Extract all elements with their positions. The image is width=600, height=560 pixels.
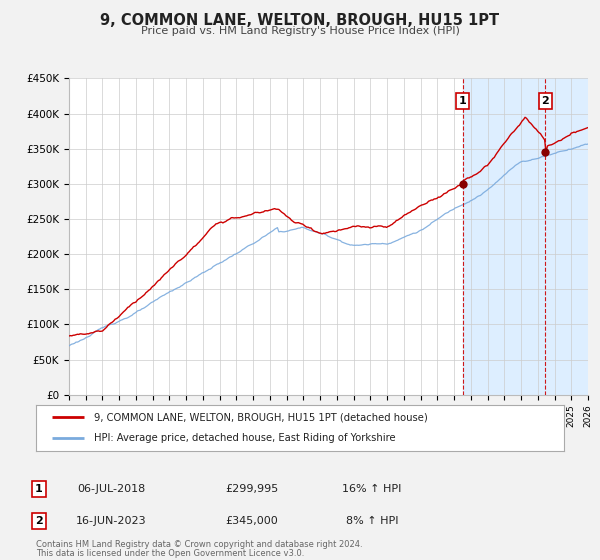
Text: £345,000: £345,000 — [226, 516, 278, 526]
Text: 16% ↑ HPI: 16% ↑ HPI — [343, 484, 401, 494]
Text: 1: 1 — [459, 96, 467, 106]
Text: 1: 1 — [35, 484, 43, 494]
Text: Price paid vs. HM Land Registry's House Price Index (HPI): Price paid vs. HM Land Registry's House … — [140, 26, 460, 36]
Text: 2: 2 — [542, 96, 550, 106]
Text: 06-JUL-2018: 06-JUL-2018 — [77, 484, 145, 494]
Text: £299,995: £299,995 — [226, 484, 278, 494]
Text: Contains HM Land Registry data © Crown copyright and database right 2024.: Contains HM Land Registry data © Crown c… — [36, 540, 362, 549]
Text: 8% ↑ HPI: 8% ↑ HPI — [346, 516, 398, 526]
Text: HPI: Average price, detached house, East Riding of Yorkshire: HPI: Average price, detached house, East… — [94, 433, 396, 444]
Text: 2: 2 — [35, 516, 43, 526]
Text: 9, COMMON LANE, WELTON, BROUGH, HU15 1PT: 9, COMMON LANE, WELTON, BROUGH, HU15 1PT — [100, 13, 500, 28]
Bar — [463, 78, 588, 395]
Text: 9, COMMON LANE, WELTON, BROUGH, HU15 1PT (detached house): 9, COMMON LANE, WELTON, BROUGH, HU15 1PT… — [94, 412, 428, 422]
Text: This data is licensed under the Open Government Licence v3.0.: This data is licensed under the Open Gov… — [36, 549, 304, 558]
Text: 16-JUN-2023: 16-JUN-2023 — [76, 516, 146, 526]
